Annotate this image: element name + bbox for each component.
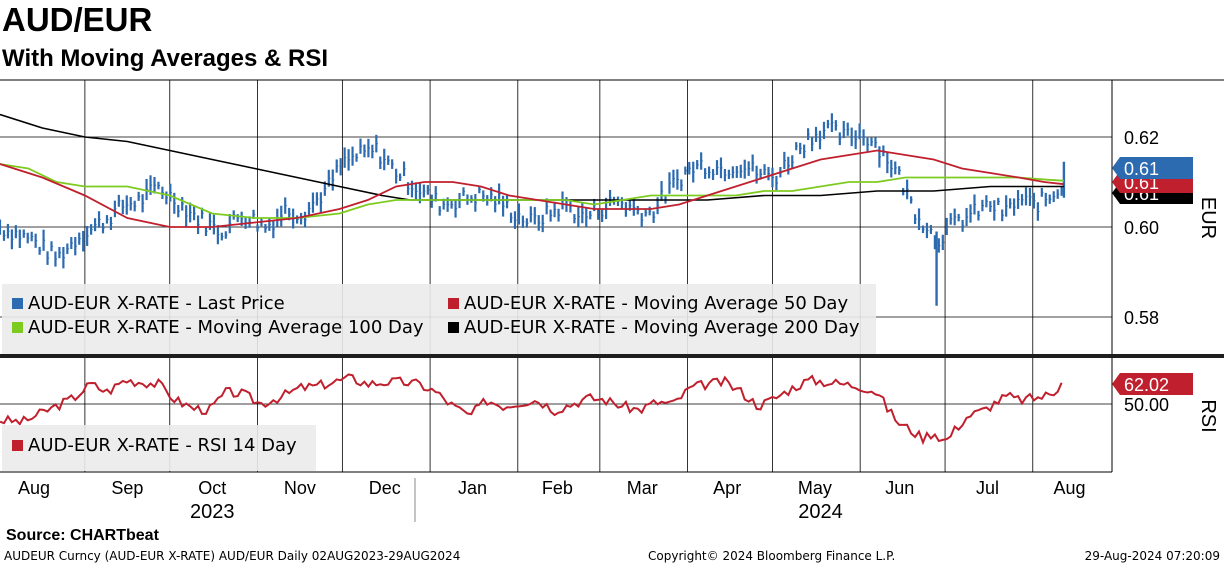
source-label: Source: CHARTbeat bbox=[6, 527, 159, 544]
ma100-line bbox=[0, 163, 1064, 219]
legend-item-ma200: AUD-EUR X-RATE - Moving Average 200 Day bbox=[448, 317, 860, 338]
ma50-line bbox=[0, 149, 1064, 228]
month-label: Oct bbox=[198, 478, 226, 498]
price-bars bbox=[0, 113, 1066, 306]
rsi-last-value-tag: 62.02 bbox=[1112, 373, 1193, 395]
legend-item-price-label: AUD-EUR X-RATE - Last Price bbox=[28, 293, 285, 314]
month-label: Feb bbox=[542, 478, 573, 498]
legend-item-price-swatch bbox=[12, 298, 23, 309]
month-label: May bbox=[798, 478, 832, 498]
rsi-last-value-tag-shape bbox=[1112, 373, 1193, 395]
month-label: Aug bbox=[1054, 478, 1086, 498]
month-label: Jan bbox=[458, 478, 487, 498]
price-tick-label: 0.58 bbox=[1124, 308, 1159, 328]
copyright-notice: Copyright© 2024 Bloomberg Finance L.P. bbox=[648, 549, 896, 563]
legend-item-ma200-label: AUD-EUR X-RATE - Moving Average 200 Day bbox=[464, 317, 860, 338]
rsi-legend-label: AUD-EUR X-RATE - RSI 14 Day bbox=[28, 435, 297, 456]
price-axis-title: EUR bbox=[1197, 197, 1219, 239]
ma200-line bbox=[0, 113, 1064, 201]
price-last-value-tag: 0.61 bbox=[1112, 157, 1193, 179]
price-tick-label: 0.60 bbox=[1124, 218, 1159, 238]
rsi-tick-label: 50.00 bbox=[1124, 395, 1169, 415]
month-label: Mar bbox=[627, 478, 658, 498]
month-label: Aug bbox=[18, 478, 50, 498]
legend-item-ma100-swatch bbox=[12, 322, 23, 333]
legend-item-price: AUD-EUR X-RATE - Last Price bbox=[12, 293, 285, 314]
month-label: Jun bbox=[885, 478, 914, 498]
rsi-last-value-tag-text: 62.02 bbox=[1124, 375, 1169, 395]
price-last-value-tag-text: 0.61 bbox=[1124, 159, 1159, 179]
chart-title: AUD/EUR bbox=[2, 1, 153, 38]
month-label: Nov bbox=[284, 478, 316, 498]
year-label: 2023 bbox=[190, 501, 235, 523]
legend-item-ma50: AUD-EUR X-RATE - Moving Average 50 Day bbox=[448, 293, 848, 314]
price-legend: AUD-EUR X-RATE - Last Price AUD-EUR X-RAT… bbox=[2, 284, 876, 354]
year-label: 2024 bbox=[798, 501, 843, 523]
rsi-legend-swatch bbox=[12, 440, 23, 451]
price-legend-bg bbox=[2, 284, 876, 354]
legend-item-ma200-swatch bbox=[448, 322, 459, 333]
price-last-value-tag-shape bbox=[1112, 157, 1193, 179]
legend-item-ma100-label: AUD-EUR X-RATE - Moving Average 100 Day bbox=[28, 317, 424, 338]
legend-item-ma50-label: AUD-EUR X-RATE - Moving Average 50 Day bbox=[464, 293, 848, 314]
rsi-legend: AUD-EUR X-RATE - RSI 14 Day bbox=[2, 425, 316, 471]
month-label: Sep bbox=[111, 478, 143, 498]
month-label: Jul bbox=[976, 478, 999, 498]
rsi-axis-title: RSI bbox=[1197, 399, 1219, 432]
rsi-line bbox=[0, 373, 1063, 446]
timestamp: 29-Aug-2024 07:20:09 bbox=[1084, 549, 1220, 563]
rsi-legend-bg bbox=[2, 425, 316, 471]
price-tick-label: 0.62 bbox=[1124, 128, 1159, 148]
chart-subtitle: With Moving Averages & RSI bbox=[2, 45, 329, 72]
month-label: Dec bbox=[369, 478, 401, 498]
security-description: AUDEUR Curncy (AUD-EUR X-RATE) AUD/EUR D… bbox=[4, 549, 461, 563]
legend-item-ma100: AUD-EUR X-RATE - Moving Average 100 Day bbox=[12, 317, 424, 338]
legend-item-ma50-swatch bbox=[448, 298, 459, 309]
month-label: Apr bbox=[713, 478, 741, 498]
